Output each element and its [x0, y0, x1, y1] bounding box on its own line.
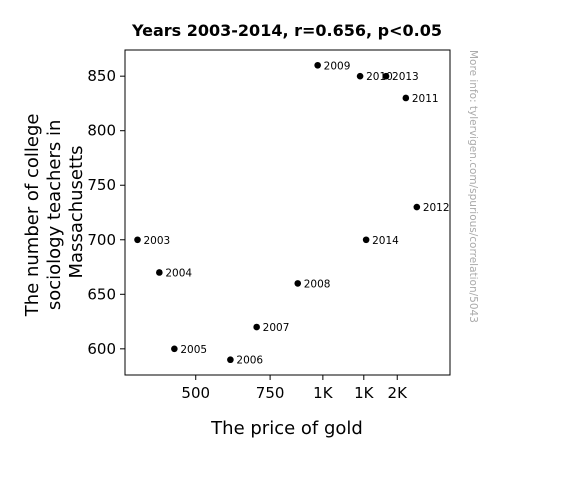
x-axis: 500 750 1K 1K 2K [181, 375, 408, 402]
data-point [134, 236, 141, 244]
y-axis: 600 650 700 750 800 850 [87, 67, 125, 358]
x-tick-label: 2K [388, 384, 409, 402]
y-axis-label: The number of college sociology teachers… [22, 108, 87, 317]
plot-area [124, 49, 451, 376]
chart-title: Years 2003-2014, r=0.656, p<0.05 [131, 21, 442, 40]
data-point [253, 323, 260, 331]
y-tick-label: 750 [87, 176, 116, 194]
data-point-label: 2011 [412, 93, 439, 105]
data-point [227, 356, 234, 364]
data-point-label: 2013 [392, 71, 419, 83]
x-tick-label: 1K [354, 384, 375, 402]
y-tick-label: 700 [87, 231, 116, 249]
data-point [362, 236, 370, 244]
x-tick-label: 500 [181, 384, 210, 402]
data-point [171, 345, 178, 353]
data-point [156, 269, 163, 276]
data-point [294, 280, 302, 287]
y-tick-label: 800 [87, 122, 116, 140]
data-point [413, 203, 421, 211]
data-point-label: 2004 [165, 267, 192, 279]
x-tick-label: 1K [313, 384, 334, 402]
watermark-text: More info: tylervigen.com/spurious/corre… [467, 50, 479, 323]
data-point-label: 2005 [180, 344, 207, 356]
data-point-label: 2008 [304, 278, 331, 290]
data-point-label: 2012 [423, 202, 450, 214]
y-tick-label: 600 [87, 340, 116, 358]
data-point-label: 2003 [144, 235, 171, 247]
y-tick-label: 850 [87, 67, 116, 85]
data-point [402, 94, 410, 102]
data-point-label: 2006 [236, 355, 263, 367]
data-point-label: 2007 [263, 322, 290, 334]
data-point [356, 72, 364, 80]
x-tick-label: 750 [256, 384, 285, 402]
y-axis-label-line-1: The number of college [22, 114, 43, 318]
data-point [382, 72, 390, 80]
y-axis-label-line-2: sociology teachers in [44, 120, 65, 311]
data-point [314, 61, 321, 69]
data-points: 2003200420052006200720082009201020112012… [134, 60, 450, 367]
x-axis-label: The price of gold [210, 418, 363, 439]
data-point-label: 2009 [324, 60, 351, 72]
y-tick-label: 650 [87, 285, 116, 303]
y-axis-label-line-3: Massachusetts [66, 145, 87, 278]
data-point-label: 2014 [372, 235, 399, 247]
